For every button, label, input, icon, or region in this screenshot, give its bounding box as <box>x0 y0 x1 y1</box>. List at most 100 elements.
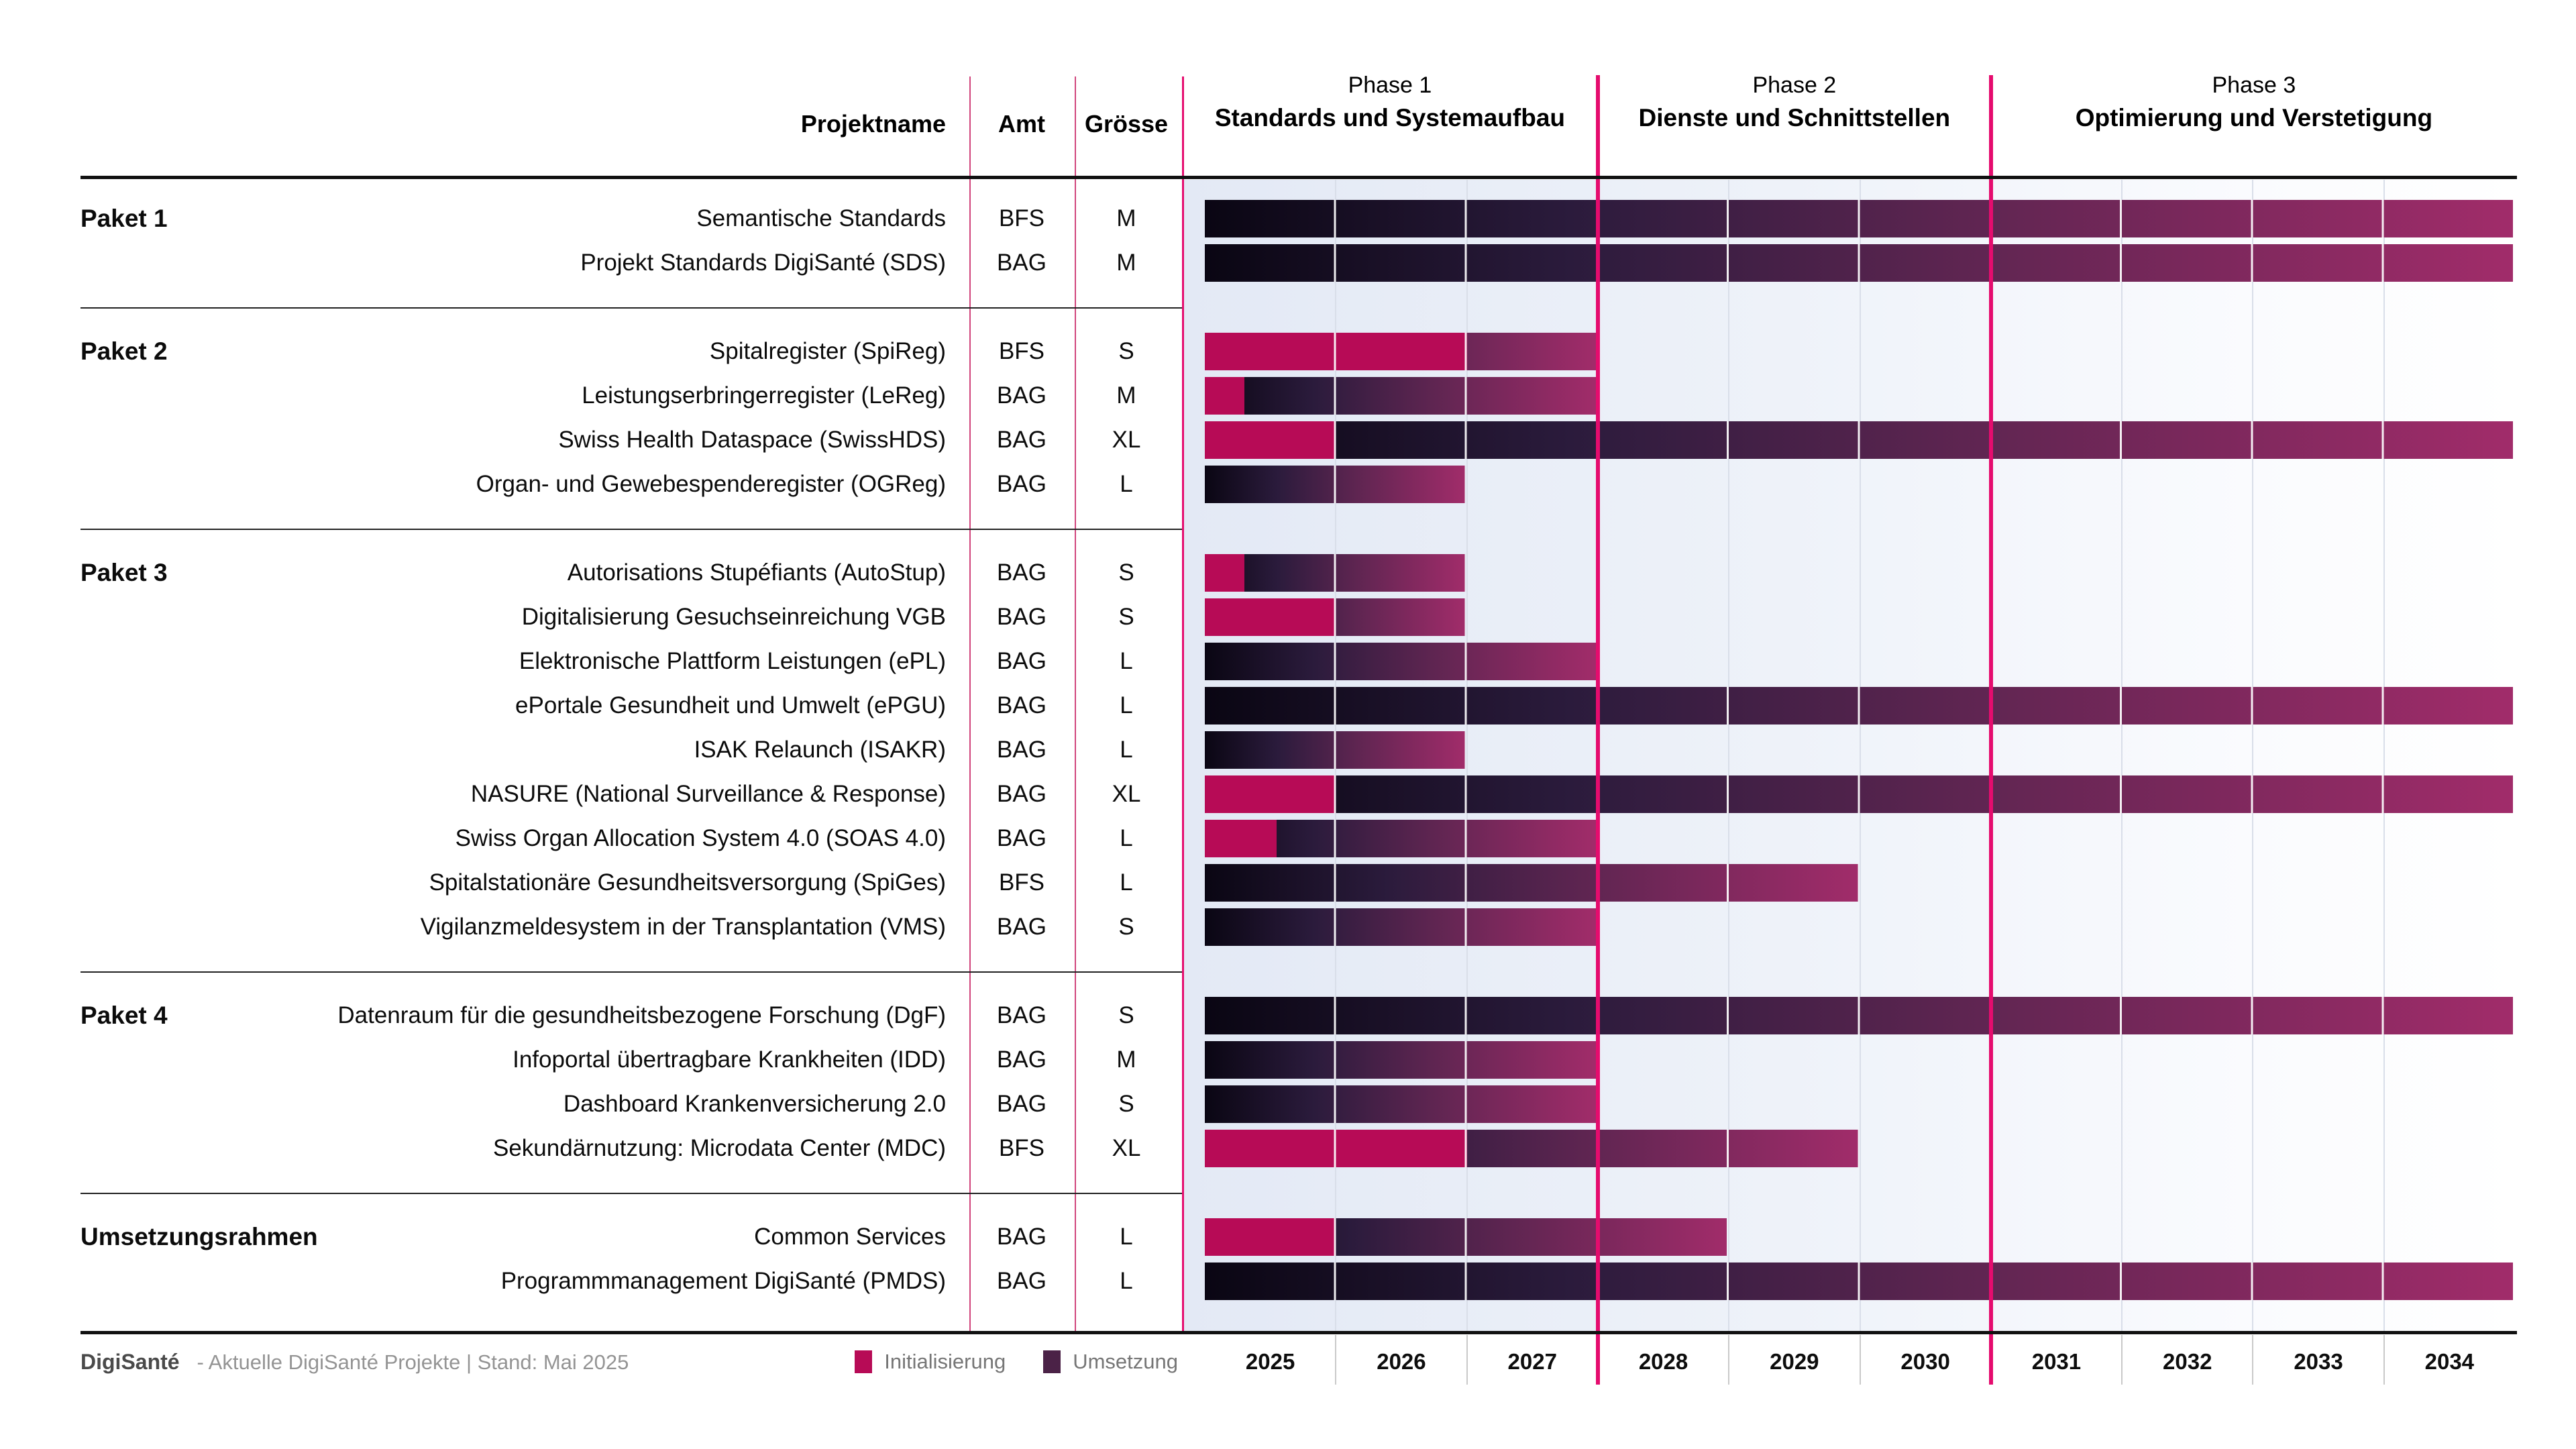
bar-year-stripes <box>1205 554 1465 592</box>
legend-label-0: Initialisierung <box>884 1350 1006 1373</box>
project-name: Semantische Standards <box>696 205 946 231</box>
gantt-bar <box>1205 377 1596 415</box>
gantt-bar <box>1205 1041 1596 1079</box>
project-amt: BAG <box>997 1046 1046 1073</box>
legend: Initialisierung Umsetzung <box>855 1346 1178 1378</box>
project-amt: BFS <box>998 869 1045 896</box>
bar-year-stripes <box>1205 377 1596 415</box>
project-name: Dashboard Krankenversicherung 2.0 <box>563 1091 946 1117</box>
gantt-bar <box>1205 1218 1727 1256</box>
project-size: L <box>1120 471 1133 497</box>
phase-boundary-line-2 <box>1988 75 1993 1385</box>
project-amt: BFS <box>998 205 1045 231</box>
year-gridline-5 <box>1859 180 1861 1332</box>
phase-header-2: Phase 2 Dienste und Schnittstellen <box>1598 70 1991 136</box>
project-size: L <box>1120 1268 1133 1294</box>
project-size: L <box>1120 648 1133 674</box>
gantt-bar <box>1205 244 2513 282</box>
bar-year-stripes <box>1205 908 1596 946</box>
year-label-2027: 2027 <box>1507 1349 1557 1374</box>
year-axis-separator <box>1859 1335 1861 1385</box>
project-name: Digitalisierung Gesuchseinreichung VGB <box>521 604 946 630</box>
project-size: S <box>1118 338 1134 364</box>
group-label-3: Paket 4 <box>80 1002 168 1029</box>
bar-year-stripes <box>1205 775 2513 813</box>
gantt-bar <box>1205 333 1596 370</box>
project-name: Spitalregister (SpiReg) <box>709 338 946 364</box>
project-name: Autorisations Stupéfiants (AutoStup) <box>567 559 946 586</box>
year-label-2032: 2032 <box>2163 1349 2212 1374</box>
year-axis-separator <box>2383 1335 2385 1385</box>
phase-boundary-line-1 <box>1595 75 1600 1385</box>
legend-label-1: Umsetzung <box>1073 1350 1178 1373</box>
group-label-4: Umsetzungsrahmen <box>80 1223 318 1250</box>
phase-header-1: Phase 1 Standards und Systemaufbau <box>1182 70 1598 136</box>
chart-left-boundary-line <box>1182 76 1184 1334</box>
project-name: Common Services <box>754 1224 946 1250</box>
year-gridline-7 <box>2121 180 2123 1332</box>
footer-rule <box>80 1331 2517 1334</box>
phase-header-3: Phase 3 Optimierung und Verstetigung <box>1991 70 2517 136</box>
phase-label: Phase 2 <box>1752 72 1837 98</box>
legend-swatch-0 <box>855 1350 873 1373</box>
project-name: Leistungserbringerregister (LeReg) <box>582 382 946 409</box>
gantt-bar <box>1205 643 1596 680</box>
project-amt: BAG <box>997 427 1046 453</box>
project-size: M <box>1116 382 1136 409</box>
project-amt: BAG <box>997 692 1046 718</box>
phase-label: Phase 3 <box>2212 72 2296 98</box>
phase-subtitle: Optimierung und Verstetigung <box>2075 104 2433 131</box>
bar-year-stripes <box>1205 1218 1727 1256</box>
bar-year-stripes <box>1205 643 1596 680</box>
gantt-bar <box>1205 466 1465 503</box>
legend-item-1: Umsetzung <box>1043 1350 1178 1374</box>
column-header-groesse: Grösse <box>1084 110 1169 138</box>
project-amt: BAG <box>997 382 1046 409</box>
project-amt: BAG <box>997 604 1046 630</box>
project-amt: BAG <box>997 250 1046 276</box>
project-size: L <box>1120 1224 1133 1250</box>
year-label-2030: 2030 <box>1900 1349 1950 1374</box>
project-name: Projekt Standards DigiSanté (SDS) <box>580 250 946 276</box>
project-name: Elektronische Plattform Leistungen (ePL) <box>519 648 946 674</box>
column-separator-amt-groesse <box>1075 76 1076 1334</box>
year-gridline-8 <box>2252 180 2254 1332</box>
column-separator-projektname-amt <box>969 76 971 1334</box>
project-size: S <box>1118 914 1134 940</box>
bar-year-stripes <box>1205 200 2513 237</box>
project-amt: BAG <box>997 648 1046 674</box>
group-separator <box>80 529 1182 530</box>
bar-year-stripes <box>1205 1263 2513 1300</box>
bar-year-stripes <box>1205 731 1465 769</box>
project-name: Programmmanagement DigiSanté (PMDS) <box>500 1268 946 1294</box>
project-size: XL <box>1112 781 1141 807</box>
gantt-bar <box>1205 1263 2513 1300</box>
project-size: S <box>1118 559 1134 586</box>
gantt-bar <box>1205 997 2513 1034</box>
project-amt: BAG <box>997 1268 1046 1294</box>
project-size: M <box>1116 1046 1136 1073</box>
bar-year-stripes <box>1205 333 1596 370</box>
gantt-bar <box>1205 554 1465 592</box>
project-size: M <box>1116 205 1136 231</box>
project-name: Vigilanzmeldesystem in der Transplantati… <box>420 914 946 940</box>
bar-year-stripes <box>1205 997 2513 1034</box>
gantt-bar <box>1205 421 2513 459</box>
gantt-bar <box>1205 864 1858 902</box>
project-name: NASURE (National Surveillance & Response… <box>470 781 946 807</box>
column-header-amt: Amt <box>998 110 1045 138</box>
year-gridline-9 <box>2383 180 2385 1332</box>
project-size: L <box>1120 825 1133 851</box>
year-gridline-2 <box>1466 180 1468 1332</box>
year-label-2026: 2026 <box>1377 1349 1426 1374</box>
gantt-bar <box>1205 820 1596 857</box>
year-label-2029: 2029 <box>1770 1349 1819 1374</box>
year-label-2031: 2031 <box>2031 1349 2082 1374</box>
project-amt: BFS <box>998 1135 1045 1161</box>
gantt-bar <box>1205 731 1465 769</box>
project-name: Swiss Organ Allocation System 4.0 (SOAS … <box>455 825 946 851</box>
year-label-2033: 2033 <box>2294 1349 2343 1374</box>
bar-year-stripes <box>1205 864 1858 902</box>
bar-year-stripes <box>1205 244 2513 282</box>
gantt-bar <box>1205 775 2513 813</box>
